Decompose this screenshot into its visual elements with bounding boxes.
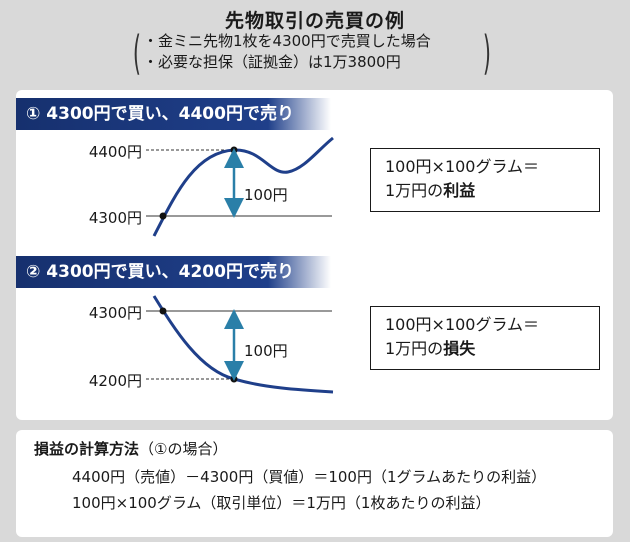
example2-banner: ② 4300円で買い、4200円で売り (16, 256, 331, 288)
example2-high-label: 4300円 (88, 304, 142, 322)
example1-result-prefix: 1万円の (385, 181, 444, 200)
example1-result-line1: 100円×100グラム＝ (385, 157, 540, 176)
page-title: 先物取引の売買の例 (224, 10, 405, 32)
example1-price-curve (152, 136, 334, 237)
example2-price-curve (152, 295, 334, 394)
calculation-card (16, 430, 613, 537)
example1-result-bold: 利益 (443, 181, 476, 200)
example2-result-line1: 100円×100グラム＝ (385, 315, 540, 334)
calc-line-2: 100円×100グラム（取引単位）＝1万円（1枚あたりの利益） (72, 494, 491, 512)
calc-title: 損益の計算方法（①の場合） (34, 438, 227, 459)
example2-result-line2: 1万円の損失 (385, 337, 599, 361)
calc-title-bold: 損益の計算方法 (34, 440, 140, 458)
example2-result-bold: 損失 (443, 339, 476, 358)
calc-title-rest: （①の場合） (139, 440, 228, 458)
example2-low-label: 4200円 (88, 372, 142, 390)
example1-high-label: 4400円 (88, 143, 142, 161)
example1-banner: ① 4300円で買い、4400円で売り (16, 98, 331, 130)
right-paren: ) (482, 26, 492, 80)
example2-diff-label: 100円 (244, 342, 288, 360)
example2-buy-point (159, 307, 167, 315)
example2-result-box: 100円×100グラム＝ 1万円の損失 (370, 306, 600, 370)
example2-result-prefix: 1万円の (385, 339, 444, 358)
example1-diff-label: 100円 (244, 186, 288, 204)
example1-sell-point (230, 146, 238, 154)
condition-1: ・金ミニ先物1枚を4300円で売買した場合 (143, 32, 431, 50)
example1-result-line2: 1万円の利益 (385, 179, 599, 203)
example2-sell-point (230, 375, 238, 383)
conditions: ・金ミニ先物1枚を4300円で売買した場合 ・必要な担保（証拠金）は1万3800… (143, 31, 493, 73)
example1-low-label: 4300円 (88, 209, 142, 227)
example1-buy-point (159, 212, 167, 220)
condition-2: ・必要な担保（証拠金）は1万3800円 (143, 53, 401, 71)
calc-line-1: 4400円（売値）－4300円（買値）＝100円（1グラムあたりの利益） (72, 468, 547, 486)
example1-result-box: 100円×100グラム＝ 1万円の利益 (370, 148, 600, 212)
left-paren: ( (132, 26, 142, 80)
